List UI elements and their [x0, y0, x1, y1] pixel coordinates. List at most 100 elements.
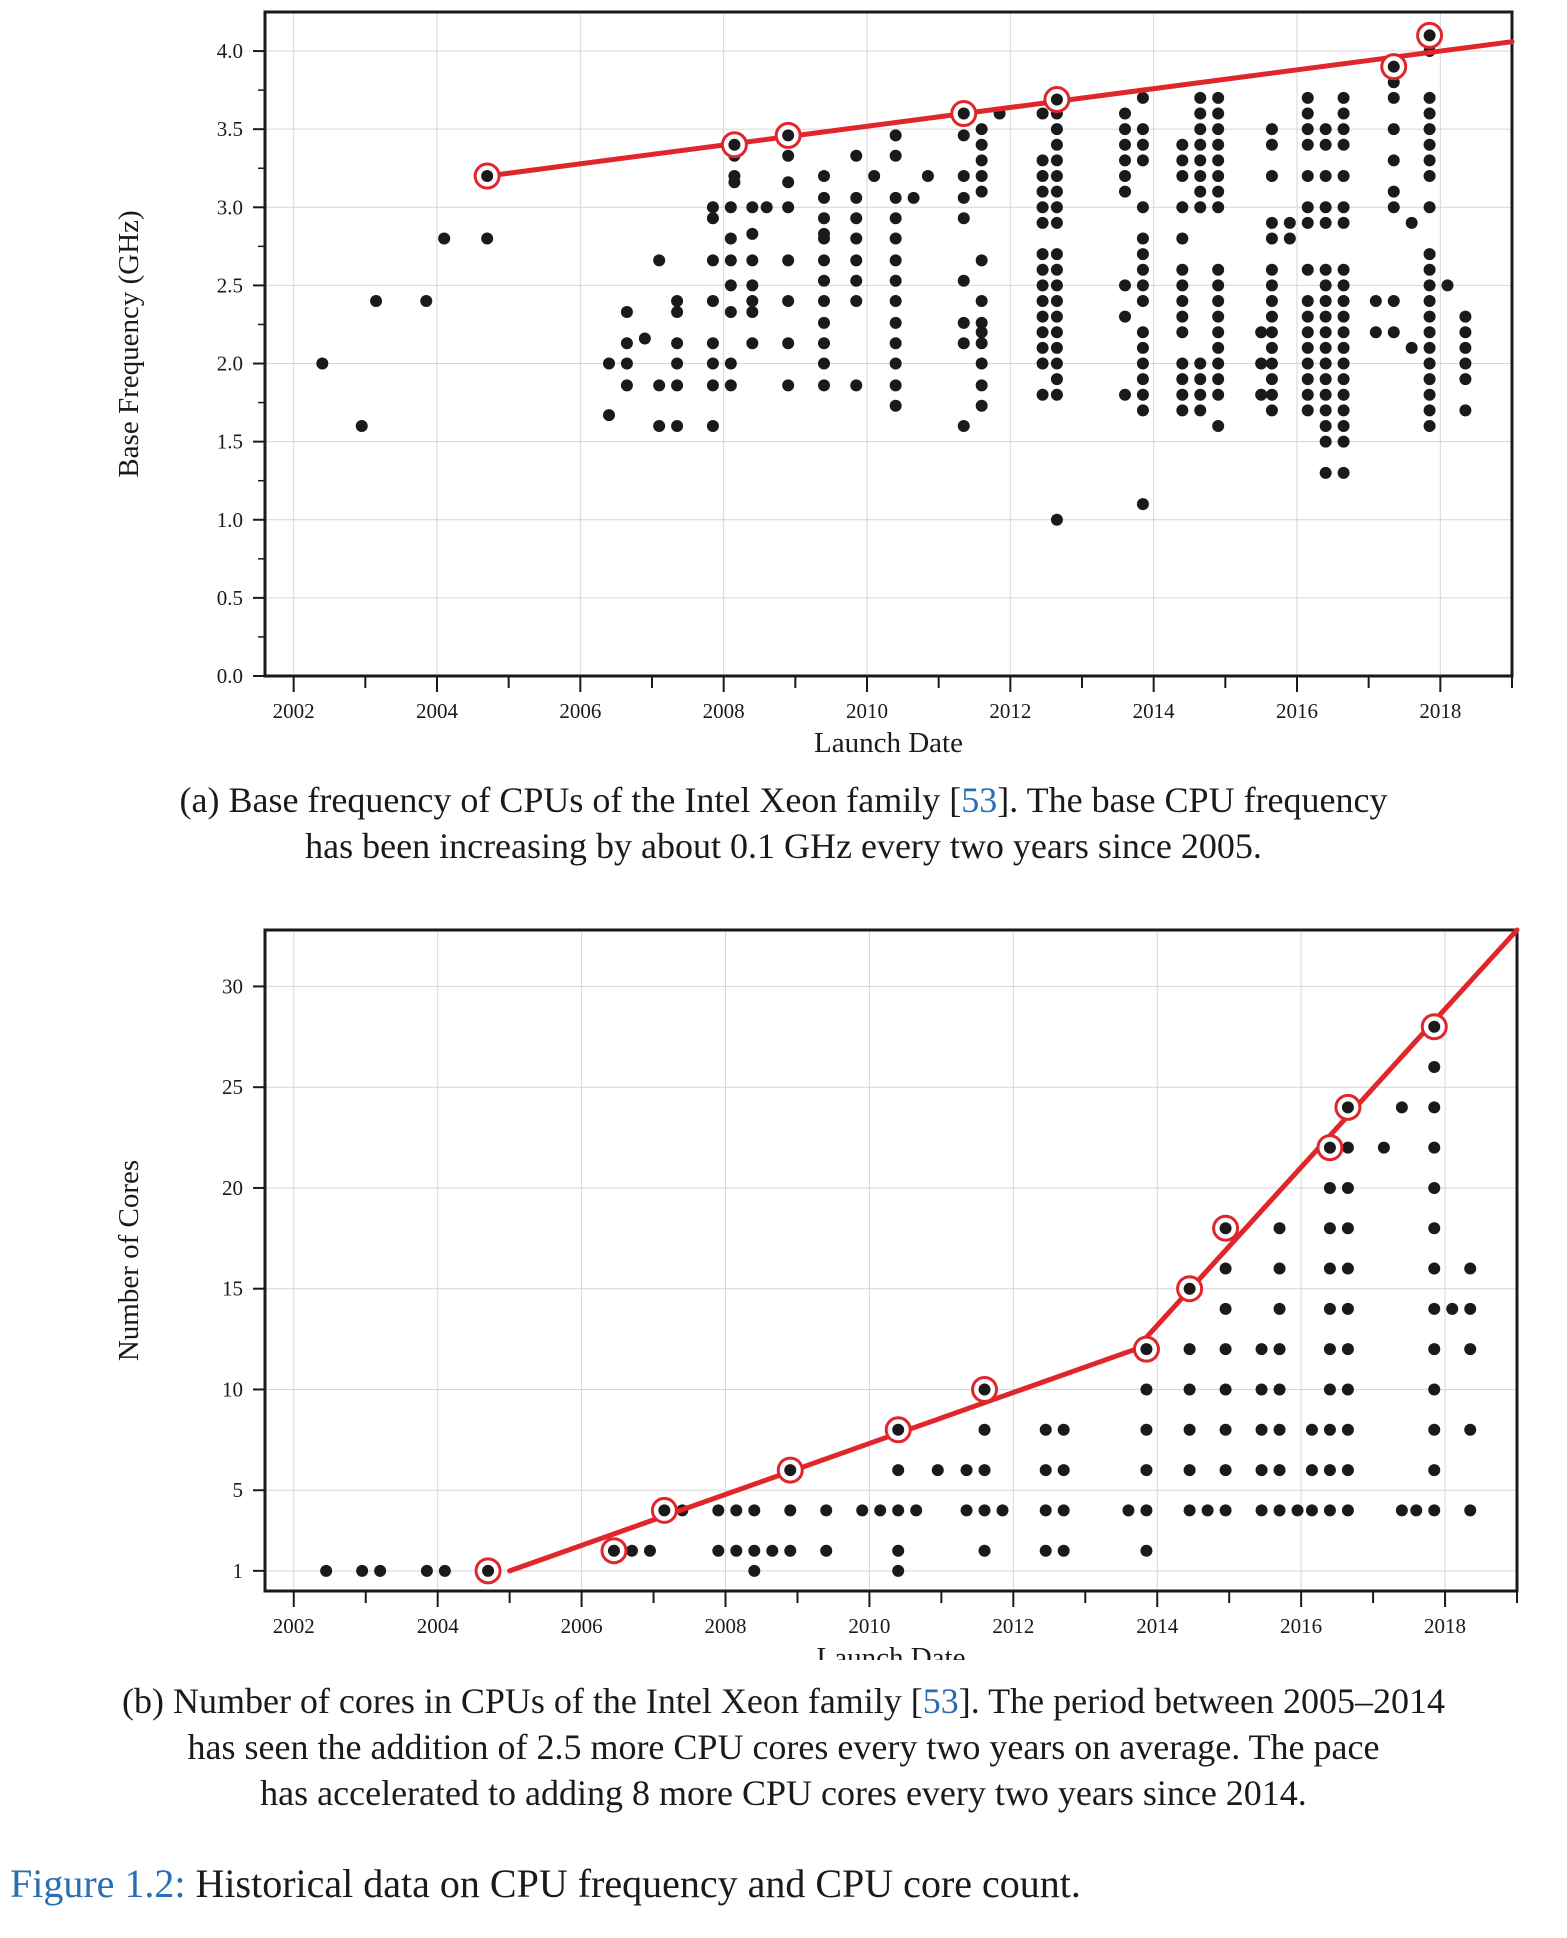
- data-point: [1459, 310, 1472, 323]
- data-point: [818, 212, 830, 225]
- figure-label[interactable]: Figure 1.2:: [10, 1861, 186, 1906]
- data-point: [1410, 1504, 1423, 1517]
- data-point: [638, 332, 651, 345]
- data-point: [1194, 373, 1207, 386]
- data-point: [1387, 295, 1400, 308]
- data-point: [1140, 1423, 1153, 1436]
- data-point: [1212, 107, 1225, 120]
- data-point: [1265, 295, 1278, 308]
- y-tick-label: 1.5: [217, 430, 243, 454]
- data-point: [1301, 341, 1314, 354]
- data-point: [1265, 357, 1278, 370]
- data-point: [1136, 498, 1149, 511]
- data-point: [1039, 1423, 1052, 1436]
- y-tick-label: 2.0: [217, 352, 243, 376]
- data-point: [1319, 420, 1332, 433]
- data-point: [1423, 388, 1436, 401]
- data-point: [1428, 1343, 1441, 1356]
- data-point: [910, 1504, 923, 1517]
- data-point: [818, 357, 830, 370]
- x-tick-label: 2008: [705, 1614, 747, 1638]
- data-point: [1323, 1464, 1336, 1477]
- data-point: [784, 1544, 797, 1557]
- data-point: [1194, 138, 1207, 151]
- data-point: [1464, 1423, 1477, 1436]
- data-point: [1387, 201, 1400, 214]
- data-point: [620, 337, 633, 350]
- data-point: [1212, 154, 1225, 167]
- data-point: [1337, 341, 1350, 354]
- data-point: [1050, 263, 1063, 276]
- x-tick-label: 2010: [846, 699, 888, 723]
- data-point: [1212, 373, 1225, 386]
- data-point: [746, 279, 759, 292]
- data-point: [889, 149, 902, 162]
- data-point: [1341, 1141, 1354, 1154]
- data-point: [889, 232, 902, 245]
- data-point: [1219, 1302, 1232, 1315]
- data-point: [1319, 357, 1332, 370]
- data-point: [1212, 326, 1225, 339]
- data-point: [1255, 1464, 1268, 1477]
- highlight-point: [481, 170, 494, 183]
- data-point: [1036, 326, 1049, 339]
- data-point: [1036, 248, 1049, 261]
- highlight-point: [1423, 29, 1436, 42]
- citation-link[interactable]: 53: [961, 780, 998, 820]
- data-point: [1039, 1544, 1052, 1557]
- data-point: [1428, 1464, 1441, 1477]
- data-point: [1136, 201, 1149, 214]
- x-axis: 2002 2004 2006 2008 2010 2012 2014 2016 2018 Laun…: [273, 676, 1513, 759]
- data-point: [1194, 404, 1207, 417]
- data-point: [1136, 248, 1149, 261]
- data-point: [1219, 1262, 1232, 1275]
- data-point: [1301, 216, 1314, 229]
- data-point: [671, 420, 684, 433]
- data-point: [1305, 1423, 1318, 1436]
- frequency-chart-svg: 2002 2004 2006 2008 2010 2012 2014 2016 2018 Laun…: [113, 10, 1515, 759]
- data-point: [1337, 170, 1350, 183]
- data-point: [1255, 1343, 1268, 1356]
- data-point: [316, 357, 329, 370]
- data-point: [1212, 295, 1225, 308]
- data-point: [1036, 310, 1049, 323]
- data-point: [1050, 123, 1063, 136]
- figure-text: Historical data on CPU frequency and CPU…: [185, 1861, 1081, 1906]
- data-point: [724, 232, 737, 245]
- data-point: [1050, 326, 1063, 339]
- data-point: [1369, 295, 1382, 308]
- data-point: [889, 295, 902, 308]
- data-point: [1212, 201, 1225, 214]
- data-point: [1319, 216, 1332, 229]
- data-point: [746, 337, 759, 350]
- data-point: [1423, 357, 1436, 370]
- y-axis-label: Base Frequency (GHz): [113, 210, 145, 477]
- data-point: [1176, 295, 1189, 308]
- data-point: [1194, 107, 1207, 120]
- data-point: [1050, 201, 1063, 214]
- data-point: [1212, 357, 1225, 370]
- data-point: [1428, 1302, 1441, 1315]
- data-point: [1212, 279, 1225, 292]
- data-point: [1446, 1302, 1459, 1315]
- data-point: [1341, 1383, 1354, 1396]
- trend-lines: [484, 39, 1515, 179]
- data-point: [1273, 1302, 1286, 1315]
- data-point: [671, 337, 684, 350]
- data-point: [1036, 201, 1049, 214]
- data-point: [1428, 1262, 1441, 1275]
- data-point: [818, 274, 830, 287]
- data-point: [850, 295, 863, 308]
- data-point: [1301, 91, 1314, 104]
- data-point: [889, 316, 902, 329]
- data-point: [1387, 185, 1400, 198]
- data-point: [712, 1544, 725, 1557]
- data-point: [889, 337, 902, 350]
- data-point: [1423, 326, 1436, 339]
- citation-link[interactable]: 53: [922, 1681, 959, 1721]
- data-point: [1183, 1423, 1196, 1436]
- data-point: [1255, 1423, 1268, 1436]
- data-point: [1212, 91, 1225, 104]
- data-point: [1050, 513, 1063, 526]
- data-point: [1194, 154, 1207, 167]
